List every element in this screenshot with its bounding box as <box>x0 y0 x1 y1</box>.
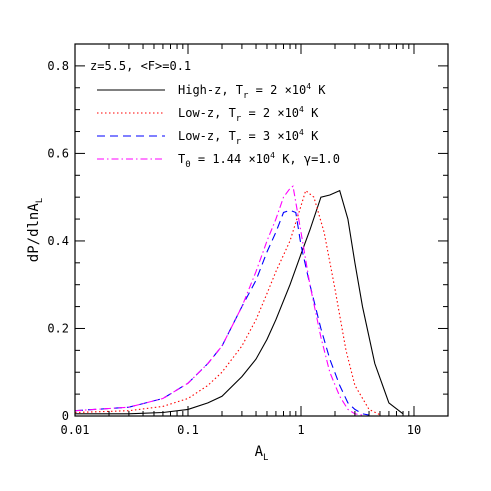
legend-label-text: = 2 ×10 <box>248 83 306 97</box>
legend-label-text: Low-z, T <box>178 106 236 120</box>
y-axis-label-main: dP/dlnA <box>26 203 42 263</box>
x-axis-label: AL <box>255 444 269 463</box>
x-tick-label: 0.1 <box>177 423 199 437</box>
legend-label-text: K <box>304 129 319 143</box>
legend-label-text: = 2 ×10 <box>241 106 299 120</box>
series-line-2 <box>74 189 381 416</box>
series-line-1 <box>75 189 404 415</box>
legend-label-subscript: r <box>243 91 249 101</box>
legend-label-1: High-z, Tr = 2 ×104 K <box>178 82 326 101</box>
y-tick-label: 0.2 <box>47 321 69 335</box>
legend-label-superscript: 4 <box>299 105 304 114</box>
legend-label-2: Low-z, Tr = 2 ×104 K <box>178 105 319 124</box>
x-tick-label: 0.01 <box>61 423 90 437</box>
legend-label-superscript: 4 <box>306 82 311 91</box>
y-axis-label: dP/dlnAL <box>26 198 45 262</box>
legend-label-subscript: r <box>236 114 242 124</box>
y-tick-label: 0.6 <box>47 146 69 160</box>
series-layer <box>74 185 404 416</box>
legend-label-superscript: 4 <box>299 128 304 137</box>
legend-label-4: T0 = 1.44 ×104 K, γ=1.0 <box>178 151 340 170</box>
y-tick-label: 0.4 <box>47 234 69 248</box>
series-line-4 <box>74 185 363 416</box>
legend-label-subscript: r <box>236 137 242 147</box>
legend-label-3: Low-z, Tr = 3 ×104 K <box>178 128 319 147</box>
legend-label-text: K <box>311 83 326 97</box>
legend-label-superscript: 4 <box>270 151 275 160</box>
legend-label-text: T <box>178 152 185 166</box>
legend-label-text: K <box>304 106 319 120</box>
legend-label-text: = 3 ×10 <box>241 129 299 143</box>
chart-annotation: z=5.5, <F>=0.1 <box>90 59 191 73</box>
x-tick-label: 10 <box>407 423 421 437</box>
plot-frame <box>74 43 449 417</box>
legend-label-text: High-z, T <box>178 83 243 97</box>
ticks-layer: 0.01 0.1 1 10 0 0.2 0.4 0.6 0.8 <box>47 44 449 437</box>
x-axis-label-main: A <box>255 444 264 460</box>
legend-label-text: = 1.44 ×10 <box>191 152 270 166</box>
y-tick-label: 0 <box>62 409 69 423</box>
legend-label-text: K, γ=1.0 <box>275 152 340 166</box>
x-axis-label-sub: L <box>263 453 268 463</box>
legend-label-subscript: 0 <box>185 160 190 170</box>
y-axis-label-sub: L <box>35 198 45 203</box>
x-tick-label: 1 <box>297 423 304 437</box>
y-tick-label: 0.8 <box>47 59 69 73</box>
legend-label-text: Low-z, T <box>178 129 236 143</box>
